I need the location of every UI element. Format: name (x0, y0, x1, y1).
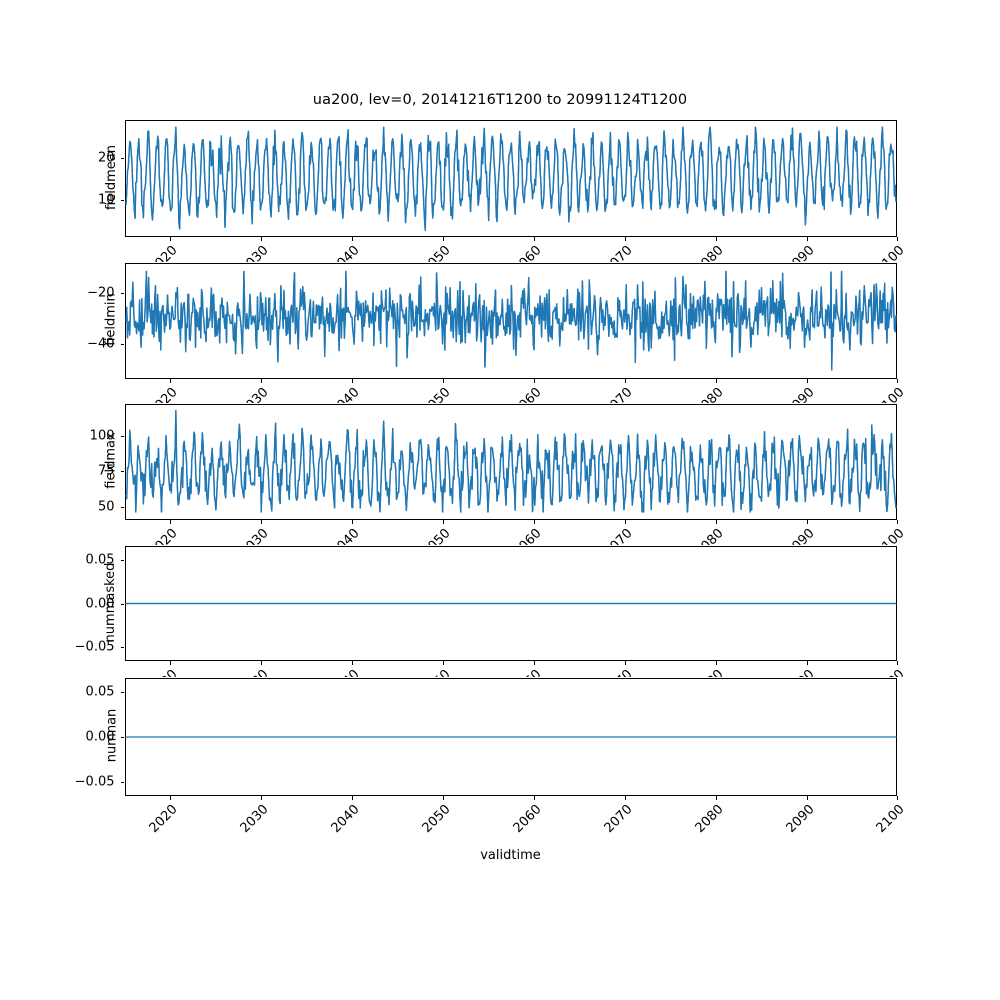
x-tick-label: 2080 (692, 802, 727, 837)
x-tick-mark (533, 379, 535, 383)
x-tick-mark (352, 661, 354, 665)
x-tick-label: 2100 (874, 802, 909, 837)
x-tick-label: 2090 (783, 802, 818, 837)
y-tick-label: 0.00 (85, 596, 115, 611)
x-tick-mark (715, 379, 717, 383)
y-tick-mark (120, 603, 125, 605)
x-tick-mark (442, 379, 445, 383)
x-tick-mark (806, 661, 808, 665)
y-tick-label: 10 (97, 192, 115, 208)
x-tick-label: 2040 (328, 802, 363, 837)
x-tick-mark (533, 661, 535, 665)
x-tick-mark (533, 520, 535, 524)
x-tick-mark (170, 379, 172, 383)
y-tick-label: 50 (97, 499, 115, 515)
x-tick-mark (533, 796, 535, 800)
x-tick-label: 2060 (510, 802, 545, 837)
x-tick-mark (897, 796, 899, 800)
x-tick-mark (806, 237, 808, 241)
x-tick-mark (897, 237, 899, 241)
x-tick-mark (352, 379, 354, 383)
y-tick-label: −20 (87, 285, 115, 301)
subplot-nummasked (124, 546, 897, 661)
x-tick-mark (715, 661, 717, 665)
y-tick-label: −0.05 (74, 639, 115, 655)
series-line-fieldmax (126, 411, 896, 512)
subplot-fieldmean (124, 120, 897, 237)
y-tick-mark (120, 343, 125, 345)
y-tick-mark (120, 692, 125, 694)
y-tick-label: 20 (97, 150, 115, 166)
x-tick-mark (897, 379, 899, 383)
figure-title: ua200, lev=0, 20141216T1200 to 20991124T… (312, 92, 688, 108)
y-tick-label: −40 (87, 336, 115, 352)
x-tick-mark (897, 520, 899, 524)
x-tick-mark (715, 796, 717, 800)
y-tick-mark (120, 559, 125, 561)
x-tick-mark (806, 379, 808, 383)
y-tick-mark (120, 435, 125, 437)
x-tick-mark (170, 796, 172, 800)
y-tick-label: 75 (97, 463, 115, 479)
x-tick-mark (261, 520, 263, 524)
y-tick-mark (120, 157, 125, 159)
y-tick-mark (120, 293, 125, 295)
x-tick-mark (261, 237, 263, 241)
x-tick-mark (442, 237, 445, 241)
x-tick-mark (442, 520, 445, 524)
y-tick-label: 0.00 (85, 729, 115, 745)
y-tick-mark (120, 507, 125, 509)
x-tick-mark (261, 379, 263, 383)
x-tick-mark (442, 796, 445, 800)
x-tick-mark (806, 796, 808, 800)
x-tick-mark (352, 237, 354, 241)
x-tick-mark (170, 520, 172, 524)
y-tick-mark (120, 471, 125, 473)
x-tick-mark (261, 661, 263, 665)
x-tick-label: 2050 (419, 802, 454, 837)
subplot-fieldmin (124, 263, 897, 379)
x-tick-mark (170, 661, 172, 665)
x-tick-mark (624, 379, 626, 383)
y-tick-label: −0.05 (74, 774, 115, 790)
x-tick-mark (624, 237, 626, 241)
x-tick-label: 2030 (237, 802, 272, 837)
y-tick-mark (120, 781, 125, 783)
x-tick-mark (624, 661, 626, 665)
x-tick-mark (261, 796, 263, 800)
x-tick-mark (170, 237, 172, 241)
y-tick-mark (120, 737, 125, 739)
y-tick-label: 0.05 (85, 552, 115, 568)
x-tick-mark (624, 796, 626, 800)
x-tick-mark (352, 796, 354, 800)
y-tick-mark (120, 199, 125, 201)
x-tick-mark (442, 661, 445, 665)
x-tick-label: 2020 (146, 802, 181, 837)
x-tick-mark (806, 520, 808, 524)
x-tick-mark (352, 520, 354, 524)
x-tick-mark (715, 520, 717, 524)
x-tick-mark (533, 237, 535, 241)
x-tick-mark (715, 237, 717, 241)
series-line-fieldmin (126, 271, 896, 369)
y-tick-label: 0.05 (85, 684, 115, 700)
x-tick-mark (624, 520, 626, 524)
y-tick-mark (120, 647, 125, 649)
series-line-fieldmean (126, 127, 896, 230)
x-tick-mark (897, 661, 899, 665)
x-tick-label: 2070 (601, 802, 636, 837)
subplot-fieldmax (124, 404, 897, 520)
subplot-numnan (124, 678, 897, 796)
y-tick-label: 100 (89, 428, 115, 443)
x-axis-label: validtime (480, 848, 541, 863)
y-axis-label-numnan: numnan (104, 708, 119, 763)
